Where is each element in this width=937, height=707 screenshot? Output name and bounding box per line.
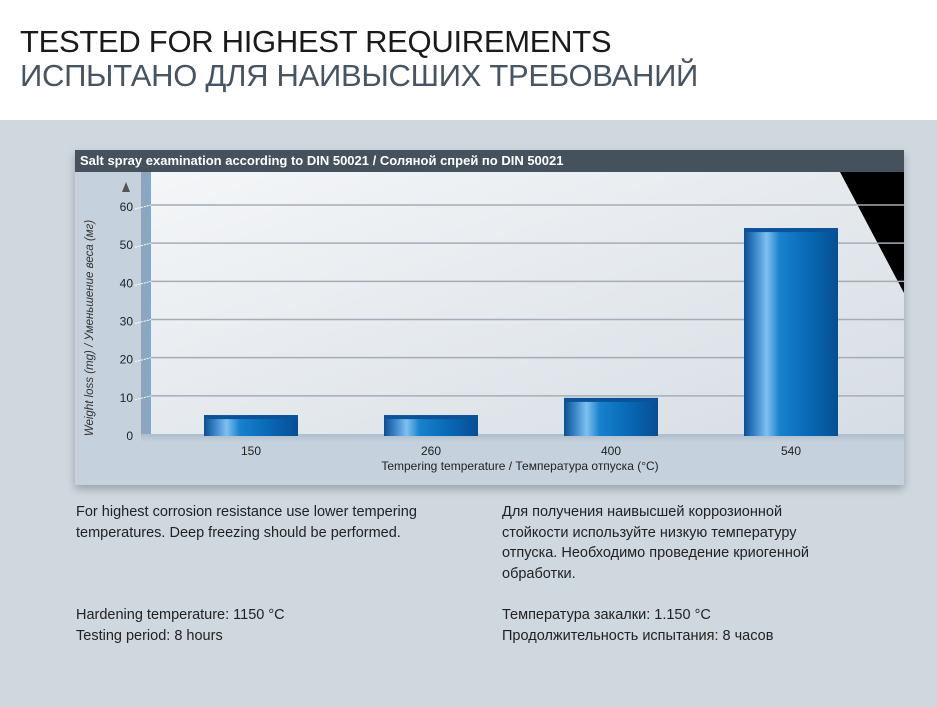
bar-540 xyxy=(744,228,838,436)
bar-top-540 xyxy=(744,228,838,233)
notes-russian: Для получения наивысшей коррозионной сто… xyxy=(502,502,832,646)
bar-top-260 xyxy=(384,415,478,420)
y-axis-arrow-icon xyxy=(122,182,130,192)
hardening-temperature-en: Hardening temperature: 1150 °C xyxy=(76,607,285,623)
gridline-wall xyxy=(134,395,152,401)
x-tick-label: 400 xyxy=(601,444,621,458)
gridline-wall xyxy=(134,357,152,363)
chart-container: Weight loss (mg) / Уменьшение веса (мг) … xyxy=(75,150,904,485)
note-paragraph-en: For highest corrosion resistance use low… xyxy=(76,504,417,541)
y-tick-label: 30 xyxy=(120,315,134,329)
gridline-wall xyxy=(134,204,152,210)
testing-period-en: Testing period: 8 hours xyxy=(76,627,223,644)
y-axis-title: Weight loss (mg) / Уменьшение веса (мг) xyxy=(84,220,96,437)
gridline-wall xyxy=(134,280,152,286)
hardening-temperature-ru: Температура закалки: 1.150 °C xyxy=(502,607,711,623)
y-tick-label: 0 xyxy=(126,429,133,443)
chart-title: Salt spray examination according to DIN … xyxy=(75,150,904,172)
note-paragraph-ru: Для получения наивысшей коррозионной сто… xyxy=(502,504,810,582)
x-tick-label: 540 xyxy=(781,444,801,458)
bar-top-400 xyxy=(564,397,658,402)
y-tick-label: 20 xyxy=(120,353,134,367)
bar-150 xyxy=(204,415,298,436)
notes-english: For highest corrosion resistance use low… xyxy=(76,502,456,646)
bar-top-150 xyxy=(204,415,298,420)
testing-period-ru: Продолжительность испытания: 8 часов xyxy=(502,627,774,644)
x-axis-title: Tempering temperature / Температура отпу… xyxy=(381,459,658,473)
x-tick-label: 150 xyxy=(241,444,261,458)
corner-shadow xyxy=(840,172,904,293)
y-tick-label: 60 xyxy=(120,200,134,214)
x-tick-label: 260 xyxy=(421,444,441,458)
y-tick-label: 50 xyxy=(120,238,134,252)
title-english: TESTED FOR HIGHEST REQUIREMENTS xyxy=(20,24,612,59)
y-tick-label: 10 xyxy=(120,391,134,405)
gridline-wall xyxy=(134,319,152,324)
bar-400 xyxy=(564,397,658,436)
bar-chart: Weight loss (mg) / Уменьшение веса (мг) … xyxy=(84,172,904,473)
title-russian: ИСПЫТАНО ДЛЯ НАИВЫСШИХ ТРЕБОВАНИЙ xyxy=(20,58,699,93)
floor-strip xyxy=(141,434,904,442)
page-header: TESTED FOR HIGHEST REQUIREMENTS ИСПЫТАНО… xyxy=(20,25,698,93)
y-axis-wall xyxy=(141,172,151,434)
bar-260 xyxy=(384,415,478,436)
y-tick-label: 40 xyxy=(120,276,134,290)
gridline-wall xyxy=(134,242,152,248)
